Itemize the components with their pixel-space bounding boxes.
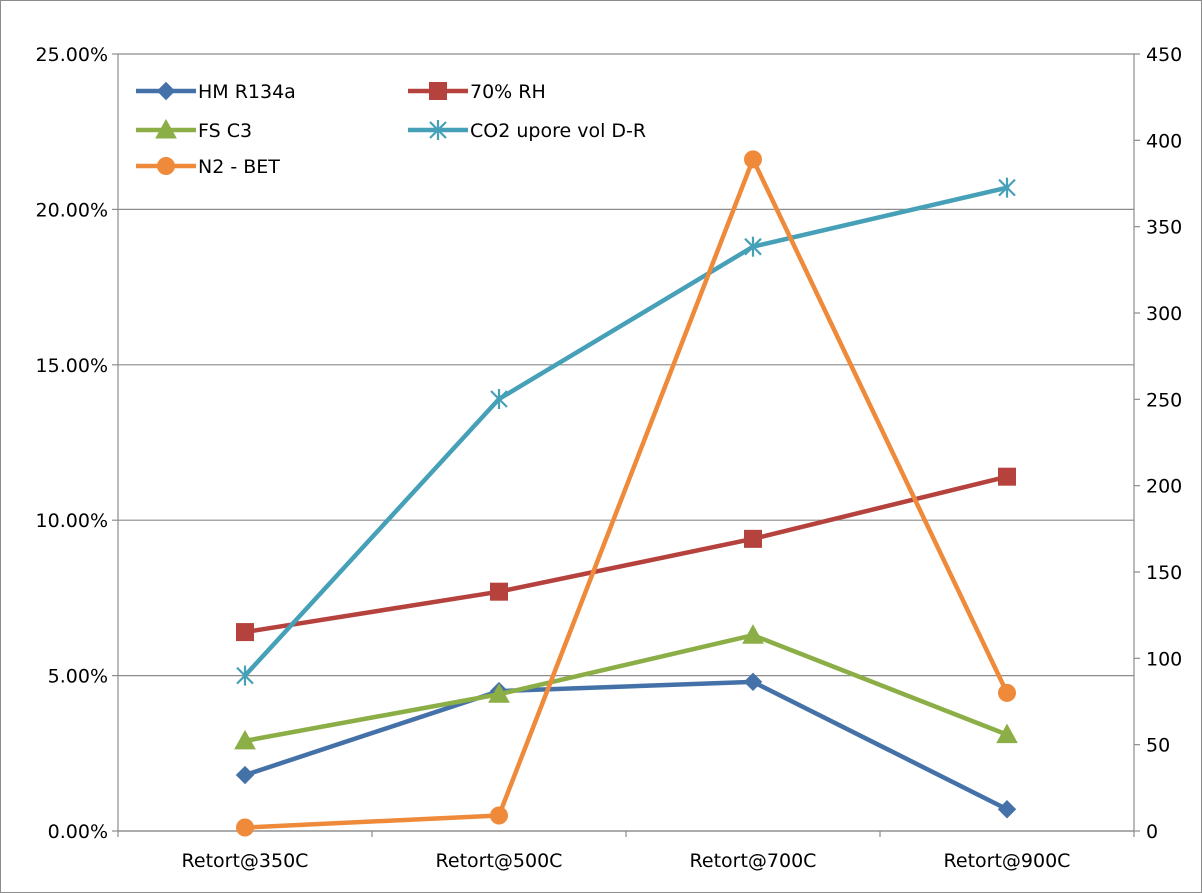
legend-label: N2 - BET: [198, 156, 280, 178]
y2-tick-label: 200: [1146, 476, 1182, 498]
y-tick-label: 15.00%: [36, 355, 108, 377]
y-tick-label: 0.00%: [48, 821, 108, 843]
legend-label: 70% RH: [470, 81, 546, 103]
data-point-co2-upore-vol-d-r: [236, 665, 254, 686]
y2-tick-label: 400: [1146, 130, 1182, 152]
legend-marker: [157, 157, 175, 175]
legend-label: FS C3: [198, 120, 252, 142]
data-point-co2-upore-vol-d-r: [744, 236, 762, 257]
x-tick-label: Retort@700C: [690, 850, 817, 872]
data-point-n2-bet: [998, 683, 1016, 702]
legend-item-fs-c3: FS C3: [136, 118, 252, 142]
series-line-fs-c3: [242, 632, 1010, 744]
y2-tick-label: 450: [1146, 44, 1182, 66]
data-point-co2-upore-vol-d-r: [490, 388, 508, 409]
axes: 0.00% 5.00% 10.00% 15.00% 20.00% 25.00% 0 50 100…: [36, 44, 1183, 872]
legend-marker: [429, 120, 447, 140]
legend-marker: [155, 118, 177, 139]
data-point-hm-r134a: [235, 765, 255, 785]
legend-item-n2-bet: N2 - BET: [136, 156, 280, 178]
data-point-70-rh: [490, 582, 508, 601]
legend-marker: [156, 81, 176, 101]
y2-tick-label: 250: [1146, 389, 1182, 411]
data-point-hm-r134a: [997, 800, 1017, 819]
y2-tick-label: 150: [1146, 562, 1182, 584]
data-point-fs-c3: [234, 729, 256, 750]
series-line-co2-upore-vol-d-r: [242, 185, 1010, 678]
x-tick-label: Retort@350C: [182, 850, 309, 872]
data-point-co2-upore-vol-d-r: [998, 177, 1016, 198]
legend-label: HM R134a: [198, 81, 296, 103]
legend-marker: [429, 82, 447, 100]
y-tick-label: 10.00%: [36, 510, 108, 532]
data-point-70-rh: [744, 529, 762, 548]
data-point-fs-c3: [742, 624, 764, 644]
y2-tick-label: 50: [1146, 735, 1170, 757]
series-line-hm-r134a: [242, 679, 1010, 812]
data-point-n2-bet: [744, 150, 762, 169]
data-point-hm-r134a: [743, 672, 763, 692]
y-tick-label: 5.00%: [48, 666, 108, 688]
legend-item-co2-upore-vol-d-r: CO2 upore vol D-R: [408, 120, 646, 142]
legend-item-hm-r134a: HM R134a: [136, 81, 296, 103]
series: [234, 150, 1018, 837]
y2-tick-label: 300: [1146, 303, 1182, 325]
y2-tick-label: 100: [1146, 648, 1182, 670]
legend: HM R134a 70% RH FS C3 CO2 upore vol D-R N2 -…: [136, 81, 646, 178]
x-tick-label: Retort@900C: [944, 850, 1071, 872]
series-line-n2-bet: [242, 157, 1010, 830]
data-point-fs-c3: [488, 683, 510, 703]
y-tick-label: 20.00%: [36, 199, 108, 221]
data-point-70-rh: [998, 467, 1016, 486]
data-point-n2-bet: [490, 806, 508, 825]
series-line-70-rh: [242, 474, 1010, 635]
legend-label: CO2 upore vol D-R: [470, 120, 646, 142]
legend-item-70-rh: 70% RH: [408, 81, 546, 103]
data-point-70-rh: [236, 623, 254, 642]
y2-tick-label: 350: [1146, 217, 1182, 239]
data-point-fs-c3: [996, 723, 1018, 744]
y2-tick-label: 0: [1146, 821, 1158, 843]
y-tick-label: 25.00%: [36, 44, 108, 66]
x-tick-label: Retort@500C: [436, 850, 563, 872]
data-point-n2-bet: [236, 818, 254, 837]
